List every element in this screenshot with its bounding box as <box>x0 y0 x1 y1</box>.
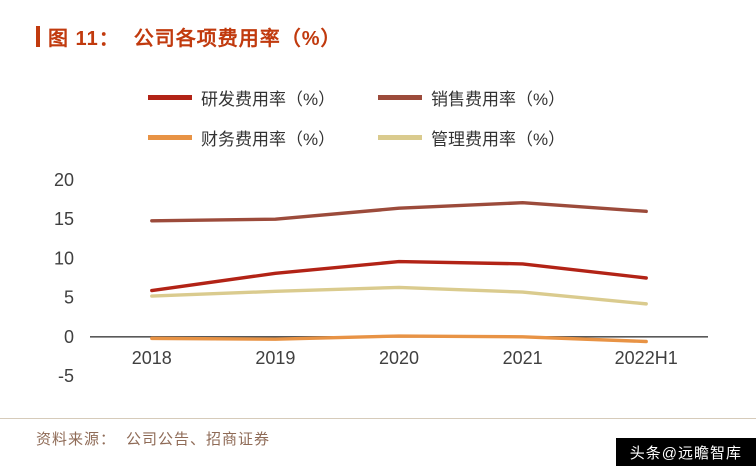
y-axis-tick-label: 20 <box>54 170 74 190</box>
legend-item: 研发费用率（%） <box>148 84 378 110</box>
y-axis-tick-label: 15 <box>54 209 74 229</box>
legend-item: 销售费用率（%） <box>378 84 608 110</box>
x-axis-tick-label: 2021 <box>503 348 543 368</box>
footer-divider <box>0 418 756 419</box>
source-text: 公司公告、招商证券 <box>126 431 271 448</box>
title-accent-bar <box>36 26 40 47</box>
watermark-badge: 头条@远瞻智库 <box>615 438 756 466</box>
y-axis-tick-label: 10 <box>54 248 74 268</box>
legend-label: 财务费用率（%） <box>201 129 336 149</box>
legend-line-marker <box>148 134 192 140</box>
figure-title: 公司各项费用率（%） <box>133 28 342 50</box>
x-axis-tick-label: 2018 <box>132 348 172 368</box>
source-label: 资料来源： <box>36 431 117 448</box>
figure-number: 图 11： <box>48 28 120 50</box>
y-axis-tick-label: -5 <box>58 366 74 386</box>
legend-line-marker <box>378 134 422 140</box>
x-axis-tick-label: 2022H1 <box>615 348 678 368</box>
series-line <box>150 259 648 293</box>
series-line <box>150 285 648 306</box>
legend-label: 管理费用率（%） <box>431 129 566 149</box>
legend-item: 管理费用率（%） <box>378 124 608 150</box>
legend-line-marker <box>378 94 422 100</box>
y-axis-tick-label: 0 <box>64 327 74 347</box>
series-line <box>150 201 648 223</box>
figure-header: 图 11： 公司各项费用率（%） <box>36 22 342 51</box>
expense-ratio-line-chart: -5 0 5 10 15 20 2018 2019 2020 2021 2022H1 <box>54 170 708 386</box>
legend-label: 销售费用率（%） <box>431 89 566 109</box>
series-line <box>150 334 648 344</box>
chart-legend: 研发费用率（%） 销售费用率（%） 财务费用率（%） 管理费用率（%） <box>148 84 608 150</box>
x-axis-tick-label: 2019 <box>255 348 295 368</box>
legend-label: 研发费用率（%） <box>201 89 336 109</box>
watermark-text: 头条@远瞻智库 <box>629 444 742 462</box>
legend-item: 财务费用率（%） <box>148 124 378 150</box>
source-line: 资料来源： 公司公告、招商证券 <box>36 428 270 449</box>
y-axis-tick-label: 5 <box>64 288 74 308</box>
x-axis-tick-label: 2020 <box>379 348 419 368</box>
legend-line-marker <box>148 94 192 100</box>
